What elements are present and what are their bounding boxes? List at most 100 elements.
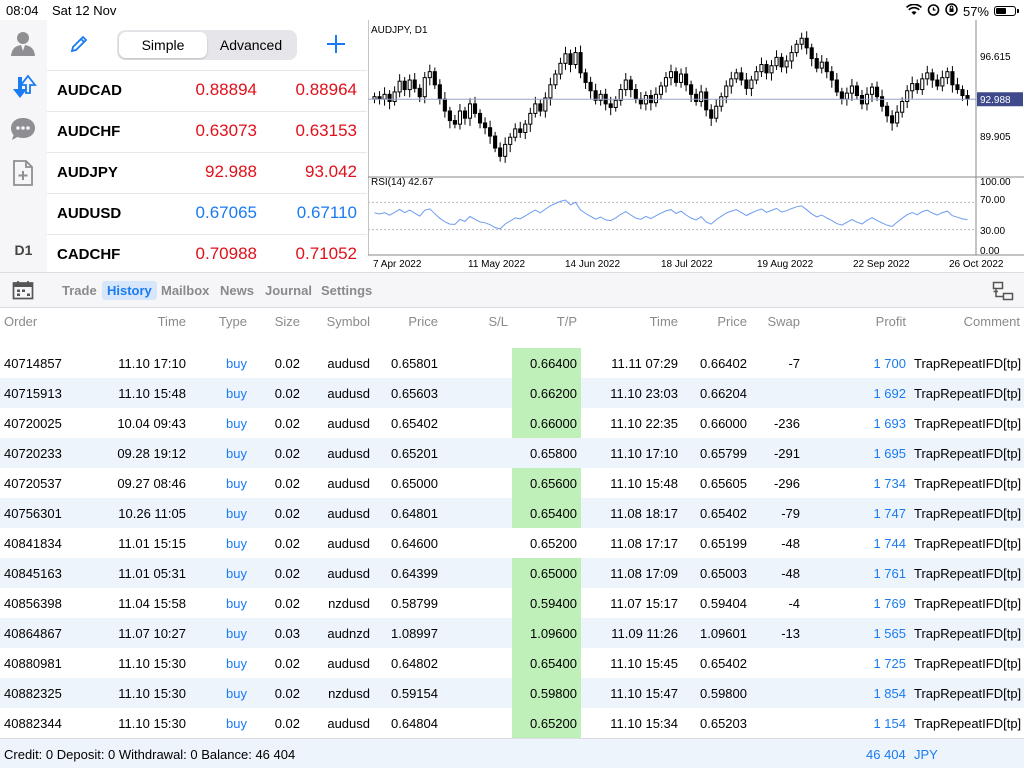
quote-row[interactable]: CADCHF 0.70988 0.71052 xyxy=(47,234,367,275)
column-header[interactable]: Profit xyxy=(875,314,906,329)
mode-advanced-button[interactable]: Advanced xyxy=(219,37,283,53)
candle-body xyxy=(623,79,628,91)
table-row[interactable]: 40756301 10.26 11:05 buy 0.02 audusd 0.64801 0… xyxy=(0,498,1024,528)
column-header[interactable]: Price xyxy=(408,314,438,329)
table-cell: TrapRepeatIFD[tp] xyxy=(914,386,1022,401)
chat-icon[interactable] xyxy=(8,114,38,144)
tab-journal[interactable]: Journal xyxy=(265,283,312,298)
balance-summary: Credit: 0 Deposit: 0 Withdrawal: 0 Balan… xyxy=(4,747,296,762)
table-row[interactable]: 40845163 11.01 05:31 buy 0.02 audusd 0.64399 0… xyxy=(0,558,1024,588)
column-header[interactable]: Comment xyxy=(963,314,1020,329)
tab-settings[interactable]: Settings xyxy=(321,283,373,298)
table-cell: audusd xyxy=(327,656,370,671)
table-row[interactable]: 40715913 11.10 15:48 buy 0.02 audusd 0.65603 0… xyxy=(0,378,1024,408)
table-cell: 11.10 15:30 xyxy=(118,716,186,731)
table-cell: 11.10 15:34 xyxy=(610,716,678,731)
tab-mailbox[interactable]: Mailbox xyxy=(161,283,210,298)
table-cell: 0.65199 xyxy=(700,536,747,551)
candle-body xyxy=(874,86,880,98)
candle-body xyxy=(955,84,960,91)
candle-body xyxy=(734,72,739,80)
table-cell: 0.65600 xyxy=(530,476,577,491)
column-header[interactable]: Price xyxy=(717,314,747,329)
table-cell: 10.26 11:05 xyxy=(118,506,186,521)
chart-canvas[interactable]: AUDJPY, D1 96.615 89.905 92.988 RSI(14) 42.6… xyxy=(368,20,1024,272)
candle-body xyxy=(789,52,794,62)
table-cell: nzdusd xyxy=(328,596,370,611)
edit-pencil-icon[interactable] xyxy=(69,34,89,59)
column-header[interactable]: Time xyxy=(157,314,186,329)
table-row[interactable]: 40841834 11.01 15:15 buy 0.02 audusd 0.64600 0… xyxy=(0,528,1024,558)
candle-body xyxy=(668,71,674,79)
table-cell: 0.66200 xyxy=(530,386,577,401)
tab-history[interactable]: History xyxy=(102,281,157,300)
table-cell: audusd xyxy=(327,446,370,461)
column-header[interactable]: Type xyxy=(218,314,247,329)
candle-body xyxy=(910,83,915,92)
table-cell: -7 xyxy=(788,356,800,371)
candle-body xyxy=(905,90,910,102)
table-cell: 1 154 xyxy=(873,716,906,731)
mode-simple-button[interactable]: Simple xyxy=(119,32,207,58)
table-cell: 1 744 xyxy=(873,536,906,551)
table-row[interactable]: 40882344 11.10 15:30 buy 0.02 audusd 0.64804 0… xyxy=(0,708,1024,738)
candle-body xyxy=(442,98,447,112)
quote-row[interactable]: AUDUSD 0.67065 0.67110 xyxy=(47,193,367,234)
table-cell: -291 xyxy=(773,446,800,461)
column-header[interactable]: S/L xyxy=(488,314,508,329)
column-header[interactable]: Time xyxy=(649,314,678,329)
candle-body xyxy=(533,103,538,114)
add-symbol-plus-icon[interactable] xyxy=(325,33,347,60)
table-cell: 0.02 xyxy=(274,686,300,701)
table-cell: 1 725 xyxy=(873,656,906,671)
table-cell: 0.65200 xyxy=(530,716,577,731)
candle-body xyxy=(699,91,704,102)
price-chart[interactable]: AUDJPY, D1 96.615 89.905 92.988 RSI(14) 42.6… xyxy=(368,20,1024,272)
table-row[interactable]: 40880981 11.10 15:30 buy 0.02 audusd 0.64802 0… xyxy=(0,648,1024,678)
profit-total: 46 404 xyxy=(866,747,906,762)
table-row[interactable]: 40856398 11.04 15:58 buy 0.02 nzdusd 0.58799 0… xyxy=(0,588,1024,618)
quote-row[interactable]: AUDCAD 0.88894 0.88964 xyxy=(47,70,367,111)
column-header[interactable]: Swap xyxy=(767,314,800,329)
split-view-icon[interactable] xyxy=(992,281,1014,306)
new-document-icon[interactable] xyxy=(8,158,38,188)
account-icon[interactable] xyxy=(8,28,38,58)
table-cell: buy xyxy=(226,596,247,611)
column-header[interactable]: Order xyxy=(4,314,38,329)
calendar-icon[interactable] xyxy=(12,280,34,305)
table-cell: TrapRepeatIFD[tp] xyxy=(914,476,1022,491)
column-header[interactable]: Symbol xyxy=(326,314,370,329)
quote-row[interactable]: AUDCHF 0.63073 0.63153 xyxy=(47,111,367,152)
candle-body xyxy=(709,109,714,119)
table-cell: 11.10 15:48 xyxy=(118,386,186,401)
candle-body xyxy=(538,103,543,112)
candle-body xyxy=(477,112,483,124)
table-row[interactable]: 40720537 09.27 08:46 buy 0.02 audusd 0.65000 0… xyxy=(0,468,1024,498)
table-row[interactable]: 40864867 11.07 10:27 buy 0.03 audnzd 1.08997 1… xyxy=(0,618,1024,648)
trade-icon[interactable] xyxy=(8,72,38,102)
table-row[interactable]: 40720025 10.04 09:43 buy 0.02 audusd 0.65402 0… xyxy=(0,408,1024,438)
candle-body xyxy=(618,89,623,101)
history-table[interactable]: 40714857 11.10 17:10 buy 0.02 audusd 0.65801 0… xyxy=(0,334,1024,738)
quote-symbol: AUDUSD xyxy=(57,205,122,222)
candle-body xyxy=(633,89,638,100)
quote-row[interactable]: AUDJPY 92.988 93.042 xyxy=(47,152,367,193)
column-header[interactable]: Size xyxy=(274,314,300,329)
table-row[interactable]: 40714857 11.10 17:10 buy 0.02 audusd 0.65801 0… xyxy=(0,348,1024,378)
timeframe-label[interactable]: D1 xyxy=(14,242,33,258)
table-cell: -79 xyxy=(781,506,800,521)
table-row[interactable]: 40882325 11.10 15:30 buy 0.02 nzdusd 0.59154 0… xyxy=(0,678,1024,708)
table-row[interactable]: 40720233 09.28 19:12 buy 0.02 audusd 0.65201 0… xyxy=(0,438,1024,468)
column-header[interactable]: T/P xyxy=(556,314,577,329)
tab-trade[interactable]: Trade xyxy=(62,283,97,298)
candle-body xyxy=(412,79,417,89)
table-cell: 11.08 18:17 xyxy=(610,506,678,521)
table-cell: 0.65801 xyxy=(391,356,438,371)
date-tick-label: 7 Apr 2022 xyxy=(373,259,422,270)
table-cell: -48 xyxy=(781,566,800,581)
tab-news[interactable]: News xyxy=(220,283,254,298)
quote-ask: 0.71052 xyxy=(295,244,357,263)
table-cell: 0.65402 xyxy=(700,656,747,671)
table-cell: 0.65203 xyxy=(700,716,747,731)
table-cell: TrapRepeatIFD[tp] xyxy=(914,716,1022,731)
